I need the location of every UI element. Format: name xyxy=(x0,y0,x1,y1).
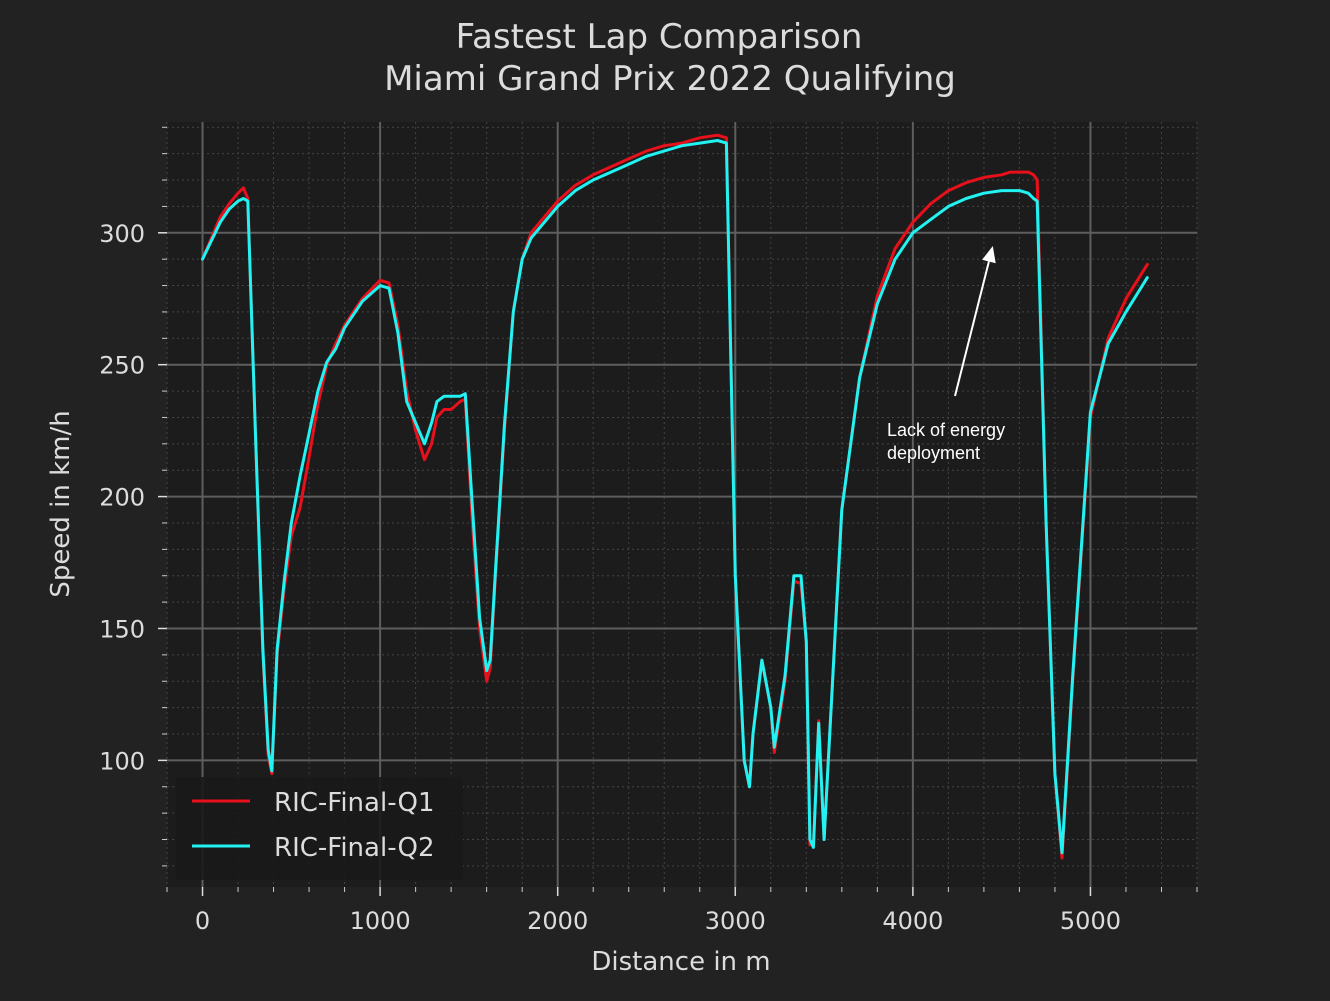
legend-label-q2: RIC-Final-Q2 xyxy=(274,833,435,863)
annotation-arrow xyxy=(954,261,990,397)
y-tick-label: 250 xyxy=(99,352,145,380)
chart-title: Fastest Lap Comparison xyxy=(456,17,863,57)
annotation: Lack of energy deployment xyxy=(887,246,1005,463)
y-tick-label: 200 xyxy=(99,484,145,512)
axis-ticks: 0 1000 2000 3000 4000 5000 100 150 200 250 300 xyxy=(99,126,1198,935)
x-tick-label: 4000 xyxy=(882,907,943,935)
x-tick-label: 1000 xyxy=(350,907,411,935)
x-tick-label: 0 xyxy=(195,907,210,935)
series-layer xyxy=(201,133,1149,860)
plot-area xyxy=(167,122,1197,887)
annotation-text-line1: Lack of energy xyxy=(887,420,1005,440)
chart-subtitle: Miami Grand Prix 2022 Qualifying xyxy=(384,59,956,99)
x-tick-label: 2000 xyxy=(527,907,588,935)
annotation-arrowhead xyxy=(982,246,996,264)
major-grid xyxy=(167,122,1197,887)
legend-box xyxy=(176,777,463,880)
y-tick-label: 150 xyxy=(99,615,145,643)
y-axis-label: Speed in km/h xyxy=(46,410,76,597)
x-tick-label: 5000 xyxy=(1060,907,1121,935)
y-tick-label: 300 xyxy=(99,220,145,248)
annotation-text-line2: deployment xyxy=(887,443,980,463)
legend-label-q1: RIC-Final-Q1 xyxy=(274,788,435,818)
y-tick-label: 100 xyxy=(99,747,145,775)
minor-grid xyxy=(166,122,1198,887)
legend: RIC-Final-Q1 RIC-Final-Q2 xyxy=(176,777,463,880)
series-line-1 xyxy=(201,133,1149,860)
x-tick-label: 3000 xyxy=(705,907,766,935)
series-line-2 xyxy=(201,139,1149,855)
x-axis-label: Distance in m xyxy=(591,947,770,977)
